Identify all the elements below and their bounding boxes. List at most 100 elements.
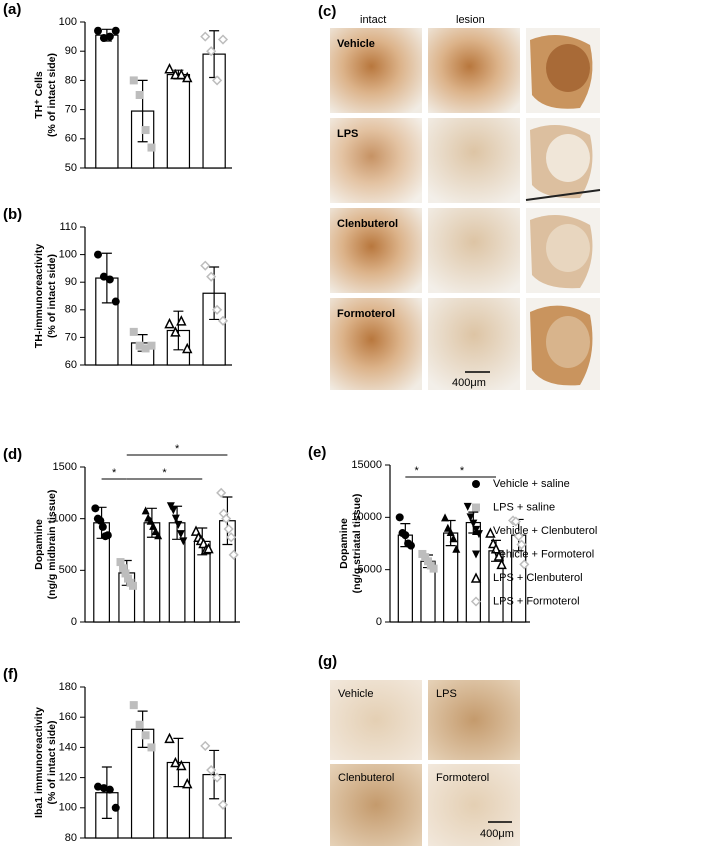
y-tick-label: 500	[59, 564, 77, 576]
data-point	[164, 63, 175, 74]
y-tick-label: 90	[65, 276, 77, 288]
data-point	[121, 569, 130, 578]
y-tick-label: 80	[65, 832, 77, 844]
data-point	[135, 91, 144, 99]
data-point	[170, 68, 181, 80]
data-point	[406, 541, 415, 550]
data-point	[424, 557, 432, 566]
data-point	[212, 304, 223, 315]
legend-label: LPS + Formoterol	[493, 595, 580, 607]
data-point	[485, 527, 496, 538]
y-tick-label: 0	[376, 616, 382, 628]
y-axis-label: (% of intact side)	[46, 254, 58, 338]
data-point	[174, 520, 183, 529]
y-tick-label: 140	[59, 741, 77, 753]
data-point	[164, 317, 175, 329]
micrographs	[330, 28, 601, 390]
y-tick-label: 80	[65, 74, 77, 86]
y-axis-label: (% of intact side)	[46, 53, 58, 137]
image-label: Vehicle	[338, 688, 373, 700]
legend-label: LPS + saline	[493, 501, 555, 513]
significance-label: *	[112, 467, 117, 479]
data-point	[200, 740, 211, 751]
panel-label: (e)	[308, 444, 326, 461]
data-point	[513, 531, 524, 542]
y-tick-label: 110	[59, 221, 77, 233]
data-point	[395, 513, 404, 522]
y-axis-label: (% of intact side)	[46, 720, 58, 804]
data-point	[217, 34, 229, 45]
data-point	[176, 68, 187, 80]
data-point	[216, 487, 227, 498]
data-point	[200, 260, 211, 271]
data-point	[176, 759, 187, 771]
error-bar	[173, 310, 184, 351]
data-point	[228, 549, 239, 560]
error-bar	[209, 749, 220, 800]
scale-label: 400μm	[452, 377, 486, 389]
data-point	[111, 297, 120, 306]
significance-label: *	[460, 465, 465, 477]
y-tick-label: 60	[65, 133, 77, 145]
data-point	[105, 275, 114, 284]
data-point	[446, 527, 455, 536]
data-point	[147, 743, 156, 752]
y-tick-label: 1000	[53, 513, 77, 525]
data-point	[98, 522, 107, 531]
data-point	[452, 544, 461, 553]
y-axis-label: (ng/g midbrain tissue)	[46, 490, 58, 600]
y-axis-label: Dopamine	[33, 519, 45, 570]
column-header: lesion	[456, 14, 485, 26]
error-bar	[173, 737, 184, 788]
legend-marker	[472, 527, 480, 535]
data-point	[141, 506, 150, 515]
panel-g: (g) Vehicle LPS Clenbuterol Formoterol 4…	[318, 653, 520, 846]
bar	[95, 34, 119, 169]
image-label: Formoterol	[436, 772, 489, 784]
bar	[465, 521, 481, 623]
data-point	[116, 558, 125, 567]
y-axis-label: Dopamine	[338, 518, 350, 569]
legend-marker	[472, 550, 480, 559]
panel-label: (d)	[3, 446, 22, 463]
y-tick-label: 1500	[53, 461, 77, 473]
data-point	[429, 564, 438, 573]
data-point	[119, 564, 128, 573]
legend-label: Vehicle + Clenbuterol	[493, 525, 597, 537]
data-point	[469, 519, 478, 528]
panel-label: (b)	[3, 206, 22, 223]
row-label: Formoterol	[337, 308, 395, 320]
y-tick-label: 70	[65, 104, 77, 116]
data-point	[226, 532, 237, 543]
data-point	[212, 75, 223, 86]
data-point	[111, 26, 120, 35]
data-point	[516, 539, 527, 550]
data-point	[466, 513, 475, 522]
data-point	[206, 46, 217, 57]
legend-label: Vehicle + Formoterol	[493, 548, 594, 560]
row-label: Clenbuterol	[337, 218, 398, 230]
data-point	[176, 315, 187, 326]
data-point	[135, 720, 144, 729]
data-point	[149, 521, 158, 530]
data-point	[141, 126, 150, 135]
data-point	[519, 559, 530, 570]
y-tick-label: 100	[59, 802, 77, 814]
data-point	[510, 516, 521, 527]
data-point	[206, 764, 217, 776]
y-tick-label: 10000	[351, 511, 382, 523]
image-label: Clenbuterol	[338, 772, 394, 784]
data-point	[182, 71, 193, 83]
data-point	[170, 756, 181, 768]
data-point	[141, 731, 150, 740]
data-point	[463, 502, 472, 511]
y-tick-label: 15000	[351, 459, 382, 471]
data-point	[166, 502, 175, 511]
data-point	[128, 581, 137, 590]
y-tick-label: 90	[65, 45, 77, 57]
data-point	[169, 506, 178, 515]
y-tick-label: 80	[65, 304, 77, 316]
data-point	[96, 516, 105, 525]
data-point	[401, 531, 410, 540]
